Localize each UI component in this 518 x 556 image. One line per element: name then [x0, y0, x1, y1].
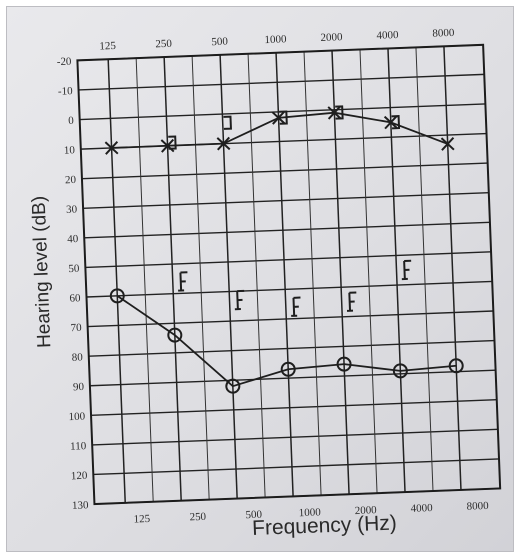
frequency-tick-label-bottom: 500 [245, 509, 262, 522]
x-marker [383, 115, 398, 130]
frequency-tick-label-top: 8000 [432, 27, 455, 40]
level-tick-label: -20 [57, 56, 73, 69]
grid-hline [83, 191, 489, 209]
frequency-tick-label-top: 2000 [320, 31, 343, 44]
level-tick-label: 30 [66, 203, 78, 215]
circle-marker [392, 363, 408, 379]
grid-vline-minor [135, 58, 154, 502]
grid-vline-minor [303, 51, 322, 496]
frequency-tick-label-bottom: 125 [133, 513, 150, 526]
frequency-tick-label-bottom: 250 [189, 511, 206, 524]
frequency-tick-label-top: 125 [99, 40, 116, 53]
grid-hline [84, 221, 490, 239]
level-tick-label: 70 [70, 322, 82, 334]
f-marker [234, 289, 245, 311]
frequency-ticks-bottom: 125 250 500 1000 2000 4000 8000 [133, 500, 489, 526]
frequency-tick-label-top: 250 [155, 38, 172, 51]
grid-vline-minor [247, 53, 266, 498]
grid-hline [81, 162, 488, 180]
f-marker [291, 296, 301, 317]
grid-hline [87, 310, 494, 328]
frequency-tick-label-bottom: 8000 [466, 500, 489, 513]
grid-vline-minor [359, 49, 378, 494]
level-tick-label: -10 [58, 85, 74, 98]
level-tick-label: 0 [68, 115, 74, 127]
plot-border [76, 43, 502, 506]
x-axis-title: Frequency (Hz) [252, 511, 397, 540]
level-tick-label: 110 [70, 440, 87, 453]
x-marker [271, 110, 286, 125]
level-tick-label: 20 [65, 174, 77, 186]
grid-vline [107, 59, 126, 503]
x-marker [216, 136, 231, 151]
f-marker [178, 271, 188, 292]
level-tick-label: 60 [69, 292, 81, 304]
level-ticks: -20 -10 0 10 20 30 40 50 60 70 80 90 100 110 120 130 [57, 56, 90, 512]
level-tick-label: 100 [68, 411, 85, 424]
frequency-tick-label-top: 500 [211, 36, 228, 49]
circle-marker [225, 378, 241, 394]
frequency-tick-label-bottom: 1000 [299, 506, 322, 519]
series-line-o [116, 295, 457, 388]
circle-marker [280, 361, 296, 377]
bracket-marker [335, 105, 344, 120]
grid-vline [387, 48, 406, 493]
grid-hline [93, 458, 500, 476]
grid-vline [219, 54, 238, 499]
circle-marker [167, 327, 183, 343]
series-layer [104, 105, 464, 394]
grid-vline [443, 46, 462, 491]
circle-marker [336, 356, 352, 372]
frequency-tick-label-top: 4000 [376, 29, 399, 42]
bracket-marker [223, 115, 232, 130]
grid-vline-minor [415, 47, 434, 492]
circle-marker [109, 288, 125, 304]
grid-vline [163, 57, 182, 501]
f-marker [401, 259, 412, 281]
bracket-marker [168, 135, 177, 150]
level-tick-label: 130 [72, 499, 89, 512]
grid-vline-minor [191, 55, 210, 500]
level-tick-label: 10 [64, 144, 76, 156]
x-marker [327, 105, 342, 120]
grid-hline [88, 339, 495, 357]
x-marker [440, 137, 455, 151]
level-tick-label: 120 [71, 470, 88, 483]
frequency-tick-label-bottom: 4000 [410, 502, 433, 515]
x-marker [104, 141, 119, 155]
frequency-tick-label-top: 1000 [264, 33, 287, 46]
circle-marker [448, 358, 464, 374]
level-tick-label: 50 [68, 263, 80, 275]
grid-vline [331, 50, 350, 495]
plot-frame [76, 43, 502, 506]
frequency-tick-label-bottom: 2000 [354, 504, 377, 517]
level-tick-label: 80 [72, 351, 84, 363]
grid-lines [77, 44, 501, 505]
f-marker [346, 291, 357, 312]
bracket-marker [391, 115, 401, 130]
grid-hline [86, 280, 493, 298]
grid-hline [78, 73, 485, 91]
grid-hline [91, 399, 497, 417]
grid-vline [275, 52, 294, 497]
frequency-ticks-top: 125 250 500 1000 2000 4000 8000 [99, 27, 455, 53]
grid-hline [92, 428, 498, 446]
level-tick-label: 40 [67, 233, 79, 245]
level-tick-label: 90 [73, 381, 85, 393]
bracket-marker [279, 110, 288, 125]
grid-hline [85, 251, 492, 269]
y-axis-title: Hearing level (dB) [29, 196, 56, 349]
